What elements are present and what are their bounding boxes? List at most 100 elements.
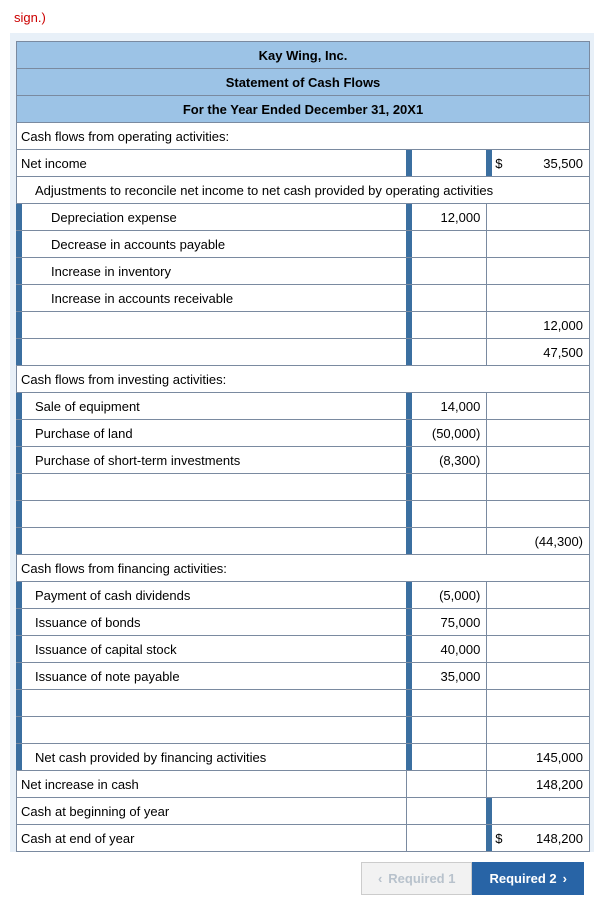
label-fin-net[interactable]: Net cash provided by financing activitie… <box>17 744 407 771</box>
cell-purch-sti-1[interactable]: (8,300) <box>407 447 487 474</box>
row-dec-ap: Decrease in accounts payable <box>17 231 590 258</box>
cell-beg-2[interactable] <box>487 798 590 825</box>
cell-pay-div-2 <box>487 582 590 609</box>
val-net-income: 35,500 <box>543 156 583 171</box>
cell-op-total: 47,500 <box>487 339 590 366</box>
row-pay-div: Payment of cash dividends (5,000) <box>17 582 590 609</box>
cell-end-1 <box>407 825 487 852</box>
cell-inv-b1-2 <box>487 474 590 501</box>
nav-req2-label: Required 2 <box>489 871 556 886</box>
cell-iss-bonds-2 <box>487 609 590 636</box>
val-iss-stock: 40,000 <box>441 642 481 657</box>
cell-iss-bonds-1[interactable]: 75,000 <box>407 609 487 636</box>
val-iss-note: 35,000 <box>441 669 481 684</box>
label-iss-bonds[interactable]: Issuance of bonds <box>17 609 407 636</box>
val-op-total: 47,500 <box>543 345 583 360</box>
label-end: Cash at end of year <box>17 825 407 852</box>
cell-fin-net-1[interactable] <box>407 744 487 771</box>
cell-inv-b2-l[interactable] <box>17 501 407 528</box>
cell-iss-note-1[interactable]: 35,000 <box>407 663 487 690</box>
cell-dec-ap-1[interactable] <box>407 231 487 258</box>
cash-flow-table: Kay Wing, Inc. Statement of Cash Flows F… <box>16 41 590 852</box>
label-purch-sti[interactable]: Purchase of short-term investments <box>17 447 407 474</box>
cell-net-income-2[interactable]: $35,500 <box>487 150 590 177</box>
label-purch-land[interactable]: Purchase of land <box>17 420 407 447</box>
val-sale-eq: 14,000 <box>441 399 481 414</box>
cell-op-blank-l[interactable] <box>17 312 407 339</box>
cell-inv-b1-1[interactable] <box>407 474 487 501</box>
label-net-income[interactable]: Net income <box>17 150 407 177</box>
row-inv-blank1 <box>17 474 590 501</box>
cell-op-total-l[interactable] <box>17 339 407 366</box>
cell-inv-b2-1[interactable] <box>407 501 487 528</box>
row-beg: Cash at beginning of year <box>17 798 590 825</box>
cell-dep-1[interactable]: 12,000 <box>407 204 487 231</box>
val-purch-sti: (8,300) <box>439 453 480 468</box>
cell-inv-b2-2 <box>487 501 590 528</box>
nav-bar: ‹ Required 1 Required 2 › <box>10 862 584 895</box>
cell-fin-b1-2 <box>487 690 590 717</box>
required-1-button[interactable]: ‹ Required 1 <box>361 862 473 895</box>
header-title: Statement of Cash Flows <box>17 69 590 96</box>
cell-end[interactable]: $148,200 <box>487 825 590 852</box>
row-fin-net: Net cash provided by financing activitie… <box>17 744 590 771</box>
cell-iss-note-2 <box>487 663 590 690</box>
val-inv-total: (44,300) <box>535 534 583 549</box>
label-fin-header: Cash flows from financing activities: <box>17 555 590 582</box>
cell-fin-b2-1[interactable] <box>407 717 487 744</box>
cell-op-total-1[interactable] <box>407 339 487 366</box>
label-iss-note[interactable]: Issuance of note payable <box>17 663 407 690</box>
row-purch-sti: Purchase of short-term investments (8,30… <box>17 447 590 474</box>
cell-op-blank-1[interactable] <box>407 312 487 339</box>
cell-pay-div-1[interactable]: (5,000) <box>407 582 487 609</box>
cell-inv-total: (44,300) <box>487 528 590 555</box>
label-inc-inv[interactable]: Increase in inventory <box>17 258 407 285</box>
label-dec-ap[interactable]: Decrease in accounts payable <box>17 231 407 258</box>
label-sale-eq[interactable]: Sale of equipment <box>17 393 407 420</box>
cell-fin-b2-2 <box>487 717 590 744</box>
row-adjustments: Adjustments to reconcile net income to n… <box>17 177 590 204</box>
cell-net-income-1[interactable] <box>407 150 487 177</box>
cell-inc-ar-2 <box>487 285 590 312</box>
cell-sale-eq-1[interactable]: 14,000 <box>407 393 487 420</box>
val-fin-net: 145,000 <box>536 750 583 765</box>
cell-dec-ap-2 <box>487 231 590 258</box>
chevron-left-icon: ‹ <box>378 871 382 886</box>
cell-fin-net: 145,000 <box>487 744 590 771</box>
label-net-inc-cash: Net increase in cash <box>17 771 407 798</box>
row-fin-blank1 <box>17 690 590 717</box>
cell-dep-2 <box>487 204 590 231</box>
required-2-button[interactable]: Required 2 › <box>472 862 584 895</box>
cell-inv-total-1[interactable] <box>407 528 487 555</box>
label-inc-ar[interactable]: Increase in accounts receivable <box>17 285 407 312</box>
cell-purch-land-1[interactable]: (50,000) <box>407 420 487 447</box>
cell-inc-inv-1[interactable] <box>407 258 487 285</box>
header-company: Kay Wing, Inc. <box>17 42 590 69</box>
val-pay-div: (5,000) <box>439 588 480 603</box>
nav-req1-label: Required 1 <box>388 871 455 886</box>
val-op-sub: 12,000 <box>543 318 583 333</box>
cell-inv-total-l[interactable] <box>17 528 407 555</box>
label-iss-stock[interactable]: Issuance of capital stock <box>17 636 407 663</box>
cell-inc-ar-1[interactable] <box>407 285 487 312</box>
cell-fin-b1-1[interactable] <box>407 690 487 717</box>
header-period: For the Year Ended December 31, 20X1 <box>17 96 590 123</box>
cell-fin-b1-l[interactable] <box>17 690 407 717</box>
val-end: 148,200 <box>536 831 583 846</box>
chevron-right-icon: › <box>563 871 567 886</box>
cell-inv-b1-l[interactable] <box>17 474 407 501</box>
cell-fin-b2-l[interactable] <box>17 717 407 744</box>
cell-beg-1 <box>407 798 487 825</box>
label-depreciation[interactable]: Depreciation expense <box>17 204 407 231</box>
val-purch-land: (50,000) <box>432 426 480 441</box>
label-pay-div[interactable]: Payment of cash dividends <box>17 582 407 609</box>
row-op-blank: 12,000 <box>17 312 590 339</box>
label-beg: Cash at beginning of year <box>17 798 407 825</box>
row-net-inc-cash: Net increase in cash 148,200 <box>17 771 590 798</box>
val-net-inc-cash: 148,200 <box>536 777 583 792</box>
cell-sale-eq-2 <box>487 393 590 420</box>
row-end: Cash at end of year $148,200 <box>17 825 590 852</box>
row-fin-header: Cash flows from financing activities: <box>17 555 590 582</box>
row-inv-blank2 <box>17 501 590 528</box>
cell-iss-stock-1[interactable]: 40,000 <box>407 636 487 663</box>
